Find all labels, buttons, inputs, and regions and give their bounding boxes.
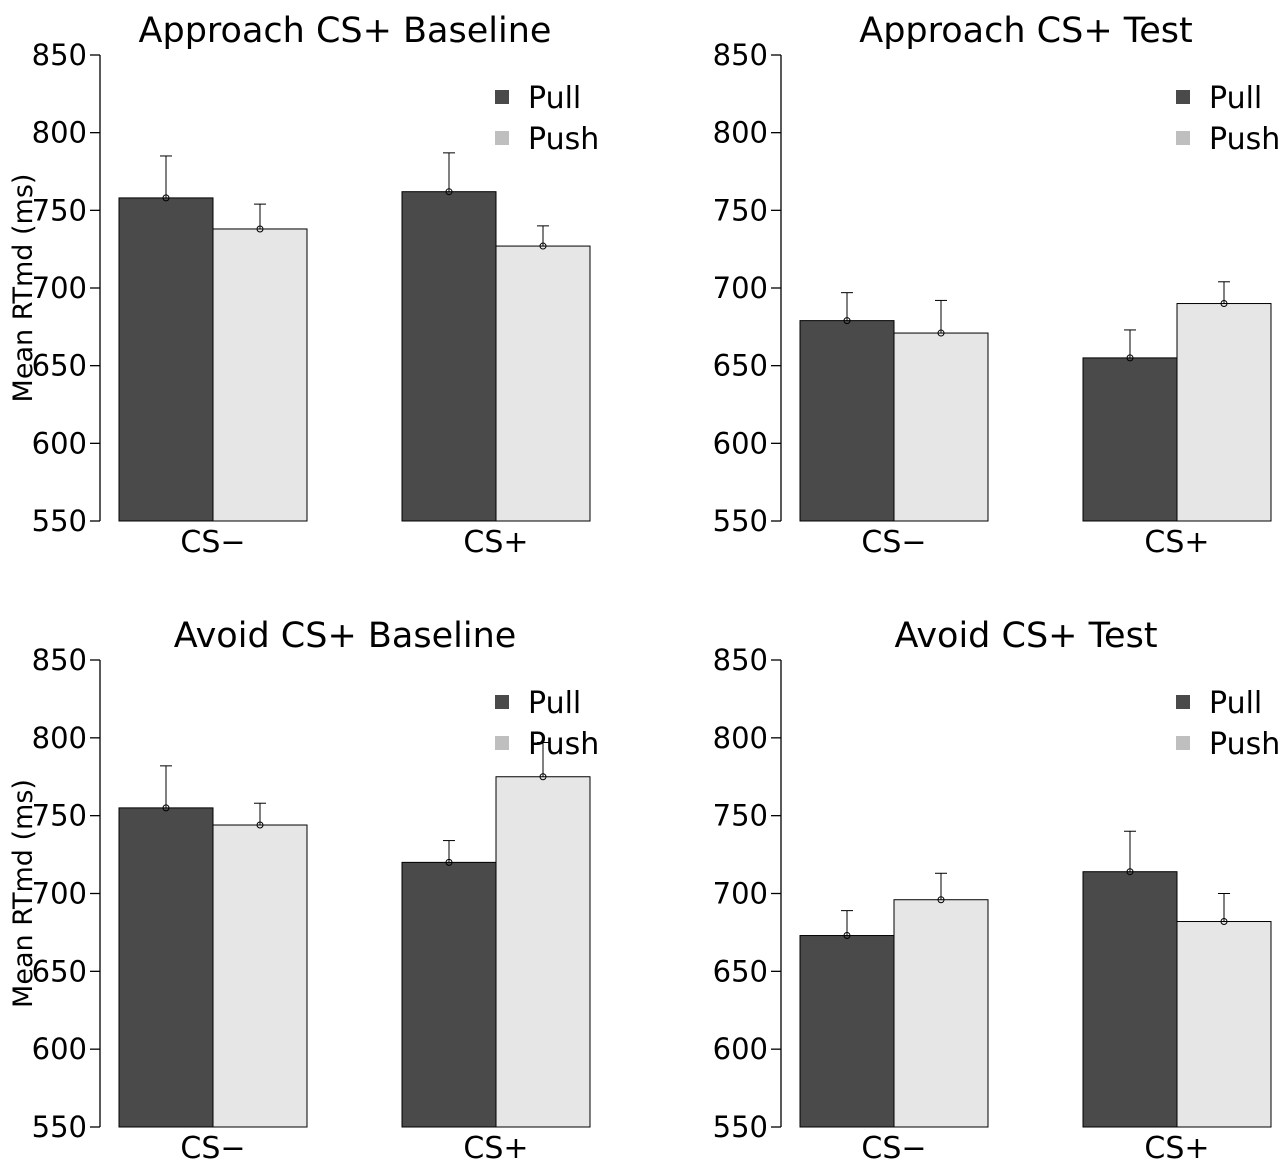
legend-swatch-push xyxy=(495,131,509,145)
bar-push-cs-minus xyxy=(212,824,308,1128)
legend-label-pull: Pull xyxy=(1209,686,1262,721)
legend-swatch-pull xyxy=(1176,695,1190,709)
legend-swatch-push xyxy=(1176,131,1190,145)
bar-pull-cs-minus xyxy=(118,197,214,522)
legend-label-push: Push xyxy=(528,122,599,157)
legend-swatch-push xyxy=(495,736,509,750)
mean-marker xyxy=(539,242,547,250)
chart-title: Approach CS+ Test xyxy=(859,11,1192,51)
x-category-label: CS+ xyxy=(1144,1131,1209,1160)
y-tick-label: 850 xyxy=(32,643,87,677)
y-tick-label: 750 xyxy=(32,799,87,833)
y-tick-label: 650 xyxy=(32,954,87,988)
mean-marker xyxy=(256,821,264,829)
bar-push-cs-minus xyxy=(212,228,308,522)
bar-pull-cs-plus xyxy=(401,861,497,1128)
bar-pull-cs-minus xyxy=(799,935,895,1128)
x-category-label: CS− xyxy=(180,1131,245,1160)
mean-marker xyxy=(1126,354,1134,362)
legend-label-pull: Pull xyxy=(528,81,581,116)
legend-label-push: Push xyxy=(528,727,599,762)
bar-pull-cs-minus xyxy=(118,807,214,1128)
mean-marker xyxy=(162,194,170,202)
y-axis-label: Mean RTmd (ms) xyxy=(8,779,39,1008)
x-category-label: CS− xyxy=(861,1131,926,1160)
y-tick-label: 750 xyxy=(713,193,768,227)
y-tick-label: 550 xyxy=(32,504,87,538)
y-tick-label: 600 xyxy=(713,426,768,460)
x-category-label: CS− xyxy=(180,525,245,560)
legend-label-push: Push xyxy=(1209,727,1280,762)
bar-pull-cs-plus xyxy=(1082,871,1178,1128)
legend-swatch-pull xyxy=(495,695,509,709)
chart-title: Avoid CS+ Baseline xyxy=(174,616,517,656)
x-category-label: CS+ xyxy=(463,1131,528,1160)
y-tick-label: 750 xyxy=(32,193,87,227)
bar-pull-cs-plus xyxy=(1082,357,1178,522)
y-tick-label: 700 xyxy=(713,271,768,305)
y-tick-label: 850 xyxy=(713,38,768,72)
y-tick-label: 800 xyxy=(32,721,87,755)
mean-marker xyxy=(843,317,851,325)
mean-marker xyxy=(1220,918,1228,926)
mean-marker xyxy=(1126,868,1134,876)
chart-panel-1: Approach CS+ Baseline 550 600 650 700 750 800 8… xyxy=(8,11,599,560)
y-tick-label: 600 xyxy=(713,1032,768,1066)
legend-label-push: Push xyxy=(1209,122,1280,157)
legend-swatch-push xyxy=(1176,736,1190,750)
x-category-label: CS+ xyxy=(1144,525,1209,560)
chart-panel-2: Approach CS+ Test 550 600 650 700 750 800 850 CS… xyxy=(713,11,1280,560)
mean-marker xyxy=(256,225,264,233)
bar-pull-cs-minus xyxy=(799,320,895,522)
bar-pull-cs-plus xyxy=(401,191,497,522)
chart-panel-4: Avoid CS+ Test 550 600 650 700 750 800 850 CS− CS… xyxy=(713,616,1280,1160)
y-tick-label: 700 xyxy=(32,271,87,305)
y-tick-label: 700 xyxy=(713,877,768,911)
y-tick-label: 550 xyxy=(32,1110,87,1144)
bar-push-cs-plus xyxy=(495,776,591,1128)
x-category-label: CS− xyxy=(861,525,926,560)
mean-marker xyxy=(445,188,453,196)
mean-marker xyxy=(162,804,170,812)
y-tick-label: 800 xyxy=(713,721,768,755)
y-tick-label: 600 xyxy=(32,1032,87,1066)
mean-marker xyxy=(937,329,945,337)
y-tick-label: 600 xyxy=(32,426,87,460)
y-tick-label: 850 xyxy=(32,38,87,72)
legend-label-pull: Pull xyxy=(528,686,581,721)
y-tick-label: 800 xyxy=(713,116,768,150)
legend-label-pull: Pull xyxy=(1209,81,1262,116)
mean-marker xyxy=(843,932,851,940)
chart-panel-3: Avoid CS+ Baseline 550 600 650 700 750 800 850 M… xyxy=(8,616,599,1160)
y-tick-label: 650 xyxy=(32,349,87,383)
bar-push-cs-plus xyxy=(1176,303,1272,522)
y-tick-label: 550 xyxy=(713,1110,768,1144)
y-tick-label: 800 xyxy=(32,116,87,150)
mean-marker xyxy=(1220,300,1228,308)
y-tick-label: 750 xyxy=(713,799,768,833)
x-category-label: CS+ xyxy=(463,525,528,560)
bar-push-cs-minus xyxy=(893,332,989,522)
y-tick-label: 650 xyxy=(713,349,768,383)
y-tick-label: 700 xyxy=(32,877,87,911)
bar-push-cs-minus xyxy=(893,899,989,1128)
bar-push-cs-plus xyxy=(1176,921,1272,1128)
y-tick-label: 650 xyxy=(713,954,768,988)
chart-title: Avoid CS+ Test xyxy=(894,616,1157,656)
y-tick-label: 550 xyxy=(713,504,768,538)
legend-swatch-pull xyxy=(1176,90,1190,104)
legend-swatch-pull xyxy=(495,90,509,104)
mean-marker xyxy=(445,858,453,866)
y-axis-label: Mean RTmd (ms) xyxy=(8,174,39,403)
bar-push-cs-plus xyxy=(495,245,591,522)
mean-marker xyxy=(539,773,547,781)
chart-title: Approach CS+ Baseline xyxy=(139,11,552,51)
mean-marker xyxy=(937,896,945,904)
y-tick-label: 850 xyxy=(713,643,768,677)
